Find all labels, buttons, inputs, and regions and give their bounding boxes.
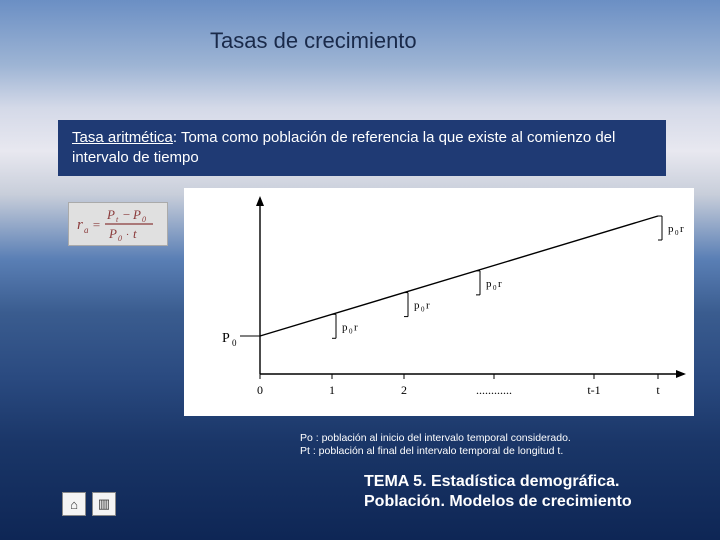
svg-text:0: 0 [257,383,263,397]
svg-text:r: r [426,300,430,312]
legend-line-2: Pt : población al final del intervalo te… [300,445,571,458]
svg-text:t: t [133,226,137,241]
legend-line-1: Po : población al inicio del intervalo t… [300,432,571,445]
formula-box: r a = P t − P 0 P 0 · t [68,202,168,246]
definition-term: Tasa aritmética [72,129,173,146]
svg-text:·: · [126,229,129,241]
footer-line-1: TEMA 5. Estadística demográfica. [364,472,632,492]
formula-svg: r a = P t − P 0 P 0 · t [73,205,163,243]
nav-icons: ⌂ ▥ [62,492,116,516]
svg-text:p: p [486,278,492,290]
svg-text:p: p [668,223,674,235]
svg-text:r: r [354,321,358,333]
svg-text:r: r [680,223,684,235]
svg-text:=: = [92,217,101,232]
footer-topic: TEMA 5. Estadística demográfica. Poblaci… [364,472,632,512]
svg-text:1: 1 [329,383,335,397]
legend-text: Po : población al inicio del intervalo t… [300,432,571,458]
svg-text:0: 0 [118,234,122,243]
chart-icon[interactable]: ▥ [92,492,116,516]
svg-text:−: − [122,207,131,222]
definition-box: Tasa aritmética: Toma como población de … [58,120,666,176]
svg-text:p: p [342,321,348,333]
page-title: Tasas de crecimiento [210,28,417,54]
svg-text:P: P [222,331,230,346]
svg-text:P: P [108,226,117,241]
svg-text:0: 0 [421,306,425,314]
growth-chart: 012............t-1tP0p0rp0rp0rp0r [184,188,694,416]
svg-text:t: t [116,215,119,224]
svg-text:0: 0 [493,284,497,292]
svg-text:r: r [77,217,83,233]
svg-text:t: t [656,383,660,397]
home-icon[interactable]: ⌂ [62,492,86,516]
svg-text:P: P [132,207,141,222]
svg-text:0: 0 [142,215,146,224]
svg-text:2: 2 [401,383,407,397]
svg-text:p: p [414,300,420,312]
svg-text:r: r [498,278,502,290]
svg-text:t-1: t-1 [587,383,600,397]
svg-text:P: P [106,207,115,222]
graph-panel: 012............t-1tP0p0rp0rp0rp0r [184,188,694,416]
svg-text:0: 0 [675,229,679,237]
svg-text:0: 0 [232,338,237,348]
svg-text:............: ............ [476,383,512,397]
footer-line-2: Población. Modelos de crecimiento [364,492,632,512]
svg-text:a: a [84,225,89,235]
svg-text:0: 0 [349,327,353,335]
